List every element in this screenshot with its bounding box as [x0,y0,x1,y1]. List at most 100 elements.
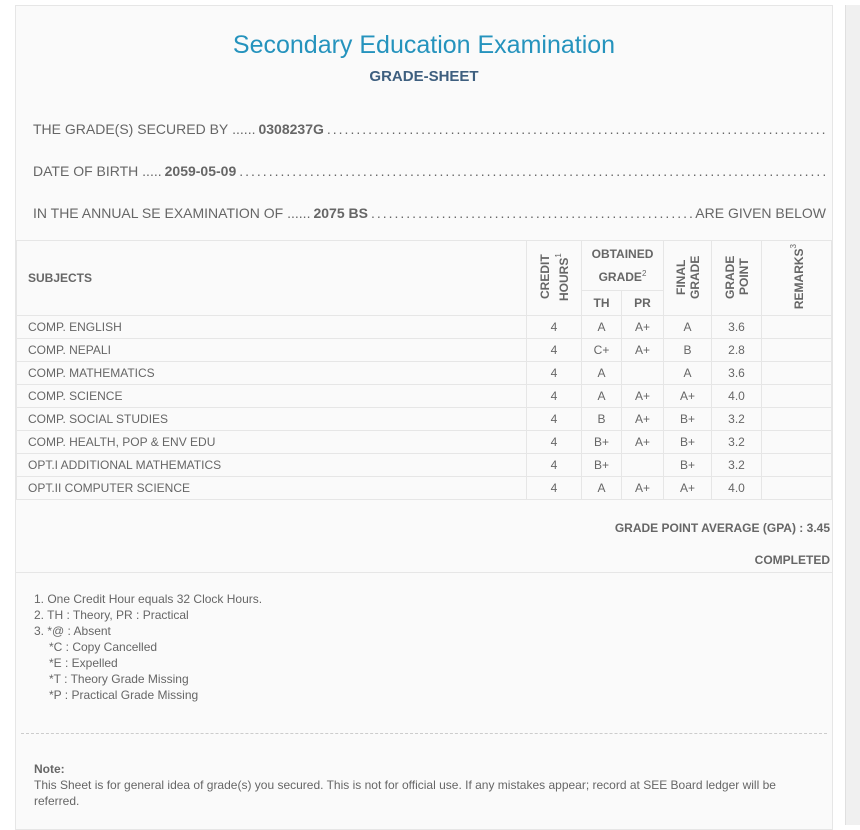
cell-remarks [761,476,832,501]
scrollbar[interactable] [845,5,860,825]
cell-remarks [761,407,832,432]
cell-gp: 4.0 [711,476,762,501]
cell-subject: OPT.II COMPUTER SCIENCE [16,476,527,501]
gpa-summary: GRADE POINT AVERAGE (GPA) : 3.45 [16,500,832,536]
cell-remarks [761,430,832,455]
credit-hours-sup: 1 [553,252,563,258]
cell-credit: 4 [526,315,582,340]
note-text: This Sheet is for general idea of grade(… [34,778,776,809]
exam-suffix: ARE GIVEN BELOW [695,205,826,221]
cell-final: B+ [663,430,712,455]
footer-divider [16,572,832,574]
note-label: Note: [34,762,65,777]
obtained-grade-sup: 2 [641,268,647,278]
table-row: COMP. MATHEMATICS 4 A A 3.6 [16,361,832,386]
dob-value: 2059-05-09 [164,163,237,179]
cell-credit: 4 [526,407,582,432]
header-final-grade: FINAL GRADE [663,239,712,317]
exam-line: IN THE ANNUAL SE EXAMINATION OF ...... 20… [33,205,826,221]
page-subtitle: GRADE-SHEET [369,68,479,85]
footnote: 1. One Credit Hour equals 32 Clock Hours… [34,592,263,607]
cell-subject: COMP. MATHEMATICS [16,361,527,386]
symbol-number: 0308237G [258,121,324,137]
cell-th: A [581,361,622,386]
cell-pr: A+ [621,407,664,432]
cell-remarks [761,453,832,478]
obtained-grade-label: OBTAINED GRADE [591,246,654,284]
table-row: OPT.I ADDITIONAL MATHEMATICS 4 B+ B+ 3.2 [16,453,832,478]
cell-remarks [761,361,832,386]
remarks-label: REMARKS [792,248,806,310]
cell-credit: 4 [526,453,582,478]
remarks-sup: 3 [789,244,798,249]
header-pr: PR [621,290,664,317]
cell-th: C+ [581,338,622,363]
table-row: OPT.II COMPUTER SCIENCE 4 A A+ A+ 4.0 [16,476,832,501]
gpa-value: 3.45 [806,521,830,536]
cell-gp: 4.0 [711,384,762,409]
cell-credit: 4 [526,361,582,386]
cell-remarks [761,315,832,340]
dob-label: DATE OF BIRTH [33,163,139,179]
cell-th: B+ [581,453,622,478]
table-row: COMP. SCIENCE 4 A A+ A+ 4.0 [16,384,832,409]
secured-by-label: THE GRADE(S) SECURED BY [33,121,229,137]
grade-sheet-card: Secondary Education Examination GRADE-SH… [15,5,833,830]
cell-credit: 4 [526,384,582,409]
footnote: *E : Expelled [49,656,118,671]
header-credit-hours: CREDIT HOURS1 [526,239,582,317]
cell-final: A [663,361,712,386]
exam-label: IN THE ANNUAL SE EXAMINATION OF [33,205,284,221]
cell-gp: 2.8 [711,338,762,363]
footnote: *P : Practical Grade Missing [49,688,199,703]
secured-by-line: THE GRADE(S) SECURED BY ...... 0308237G..… [33,121,826,137]
cell-pr [621,453,664,478]
table-row: COMP. ENGLISH 4 A A+ A 3.6 [16,315,832,340]
cell-pr: A+ [621,430,664,455]
cell-gp: 3.2 [711,430,762,455]
cell-final: A [663,315,712,340]
grades-table: SUBJECTS CREDIT HOURS1 OBTAINED GRADE2 F… [16,239,832,501]
header-grade-point: GRADE POINT [711,239,762,317]
note: Note: This Sheet is for general idea of … [34,761,812,809]
gpa-label: GRADE POINT AVERAGE (GPA) : [614,521,804,536]
grade-point-label: GRADE POINT [722,254,751,299]
table-row: COMP. HEALTH, POP & ENV EDU 4 B+ A+ B+ 3.2 [16,430,832,455]
cell-th: B [581,407,622,432]
cell-pr: A+ [621,476,664,501]
cell-pr: A+ [621,384,664,409]
footnote: 2. TH : Theory, PR : Practical [34,608,189,623]
dob-line: DATE OF BIRTH ..... 2059-05-09...........… [33,163,826,179]
footnote: *T : Theory Grade Missing [49,672,189,687]
cell-gp: 3.6 [711,361,762,386]
cell-final: A+ [663,384,712,409]
cell-gp: 3.6 [711,315,762,340]
credit-hours-label: CREDIT HOURS [537,254,571,301]
cell-credit: 4 [526,476,582,501]
cell-subject: COMP. NEPALI [16,338,527,363]
cell-gp: 3.2 [711,407,762,432]
header-remarks: REMARKS3 [761,239,832,317]
cell-credit: 4 [526,338,582,363]
cell-th: B+ [581,430,622,455]
cell-th: A [581,315,622,340]
footnote: *C : Copy Cancelled [49,640,158,655]
cell-pr: A+ [621,315,664,340]
cell-subject: COMP. SOCIAL STUDIES [16,407,527,432]
cell-pr: A+ [621,338,664,363]
cell-final: A+ [663,476,712,501]
cell-subject: OPT.I ADDITIONAL MATHEMATICS [16,453,527,478]
cell-pr [621,361,664,386]
footnotes: 1. One Credit Hour equals 32 Clock Hours… [34,591,832,703]
cell-th: A [581,384,622,409]
header-th: TH [581,290,622,317]
cell-th: A [581,476,622,501]
cell-subject: COMP. ENGLISH [16,315,527,340]
cell-subject: COMP. SCIENCE [16,384,527,409]
table-row: COMP. SOCIAL STUDIES 4 B A+ B+ 3.2 [16,407,832,432]
page-title: Secondary Education Examination [232,31,616,59]
cell-credit: 4 [526,430,582,455]
cell-final: B [663,338,712,363]
cell-final: B+ [663,407,712,432]
header-obtained-grade: OBTAINED GRADE2 [581,239,664,292]
